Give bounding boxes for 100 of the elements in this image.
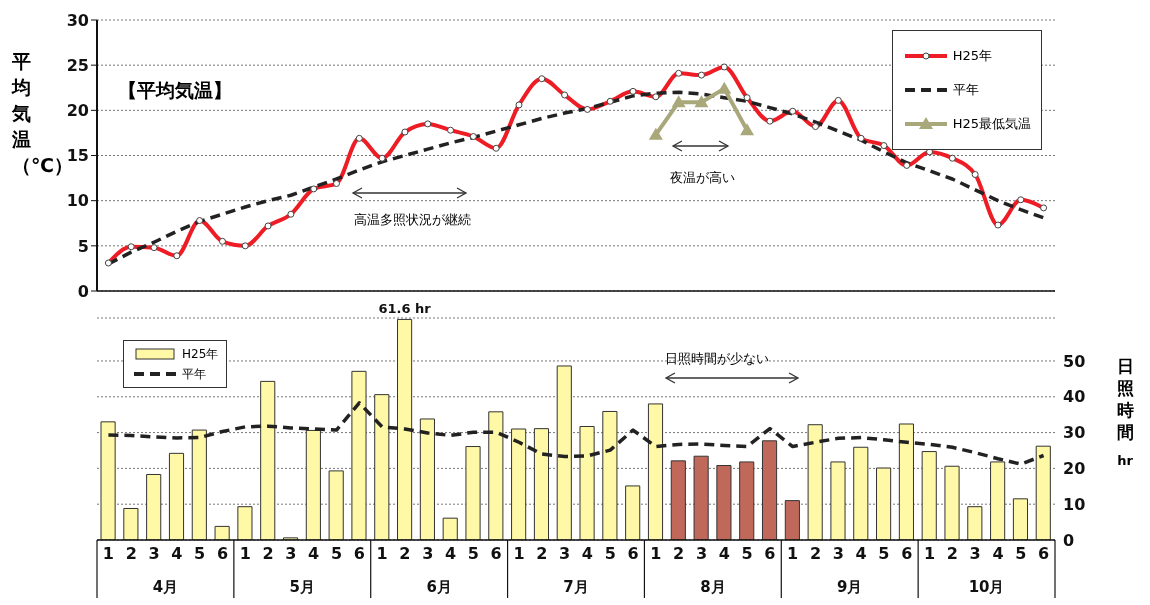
legend-label: 平年	[182, 365, 206, 383]
text: 【平均気温】	[118, 78, 232, 103]
y-tick-label: 5	[77, 236, 89, 256]
bar	[807, 424, 823, 540]
x-tick-label: 6	[490, 544, 502, 564]
x-tick-label: 3	[422, 544, 434, 564]
point	[648, 127, 663, 140]
legend-label: H25年	[952, 47, 992, 65]
x-tick-label: 6	[901, 544, 913, 564]
y-tick-label: 15	[66, 146, 89, 166]
legend-label: H25最低気温	[952, 115, 1031, 133]
bar	[191, 429, 207, 540]
x-tick-label: 2	[399, 544, 411, 564]
x-tick-label: 6	[353, 544, 365, 564]
x-tick-label: 5	[467, 544, 479, 564]
y2-tick-label: 40	[1063, 387, 1086, 407]
y-tick-label: 30	[66, 10, 89, 30]
bar	[214, 525, 230, 540]
bar	[1035, 445, 1051, 540]
bar	[442, 517, 458, 540]
y-tick-label: 0	[77, 281, 89, 301]
bar	[739, 461, 755, 540]
x-tick-label: 5	[741, 544, 753, 564]
bar	[100, 421, 116, 540]
bar	[647, 403, 664, 540]
bar	[990, 461, 1006, 540]
bar	[1012, 498, 1029, 540]
bar	[511, 428, 527, 540]
x-tick-label: 1	[787, 544, 799, 564]
bar	[328, 470, 344, 540]
bar	[716, 465, 732, 540]
x-tick-label: 5	[194, 544, 206, 564]
x-tick-label: 2	[262, 544, 274, 564]
x-tick-label: 2	[946, 544, 958, 564]
x-tick-label: 2	[536, 544, 548, 564]
bar	[967, 506, 983, 540]
x-tick-label: 6	[1038, 544, 1050, 564]
x-tick-label: 6	[627, 544, 639, 564]
legend-label: H25年	[182, 345, 219, 363]
x-tick-label: 5	[604, 544, 616, 564]
point	[740, 123, 755, 136]
bar	[602, 410, 618, 540]
bar	[419, 418, 435, 540]
x-tick-label: 1	[376, 544, 388, 564]
text: 10月	[968, 578, 1005, 596]
bar	[168, 452, 185, 540]
bar	[944, 465, 960, 540]
bar	[579, 425, 595, 540]
point	[671, 95, 686, 108]
line-series	[106, 401, 1046, 466]
x-tick-label: 4	[171, 544, 183, 564]
y2-tick-label: 10	[1063, 494, 1086, 514]
x-tick-label: 4	[308, 544, 320, 564]
x-tick-label: 4	[855, 544, 867, 564]
bar	[351, 370, 367, 540]
bar	[397, 318, 413, 540]
y2-tick-label: 50	[1063, 351, 1086, 371]
bar	[305, 429, 321, 540]
x-tick-label: 1	[650, 544, 662, 564]
bar	[761, 440, 778, 540]
x-tick-label: 6	[216, 544, 229, 564]
bar	[533, 428, 550, 540]
x-tick-label: 3	[832, 544, 844, 564]
y2-tick-label: 0	[1063, 530, 1075, 550]
bar	[625, 485, 641, 540]
text: 4月	[152, 578, 179, 596]
x-tick-label: 3	[148, 544, 160, 564]
bar	[260, 380, 276, 540]
bar	[237, 506, 253, 540]
y-tick-label: 20	[66, 101, 89, 121]
bar	[853, 446, 869, 540]
bar	[693, 455, 709, 540]
bar	[898, 423, 914, 540]
annotation: 高温多照状況が継続	[352, 211, 472, 229]
x-tick-label: 3	[969, 544, 981, 564]
bar	[830, 461, 846, 540]
y2-axis-title: 日照時間 hr	[1115, 355, 1135, 468]
x-tick-label: 4	[581, 544, 593, 564]
text: 8月	[700, 578, 726, 596]
x-tick-label: 4	[992, 544, 1004, 564]
bar	[921, 451, 937, 540]
x-tick-label: 2	[673, 544, 685, 564]
point	[717, 81, 732, 94]
x-tick-label: 2	[125, 544, 137, 564]
x-tick-label: 3	[285, 544, 297, 564]
x-tick-label: 5	[1015, 544, 1027, 564]
text: 5月	[289, 578, 315, 596]
x-tick-label: 1	[102, 544, 114, 564]
y-tick-label: 10	[66, 191, 89, 211]
x-tick-label: 4	[718, 544, 730, 564]
text: 6月	[426, 578, 452, 596]
text: 9月	[837, 578, 863, 596]
x-tick-label: 1	[923, 544, 936, 564]
y2-tick-label: 30	[1063, 423, 1086, 443]
x-tick-label: 5	[878, 544, 890, 564]
x-tick-label: 6	[764, 544, 776, 564]
text: 7月	[563, 578, 589, 596]
x-tick-label: 3	[559, 544, 571, 564]
legend-label: 平年	[952, 81, 979, 99]
x-tick-label: 1	[513, 544, 525, 564]
